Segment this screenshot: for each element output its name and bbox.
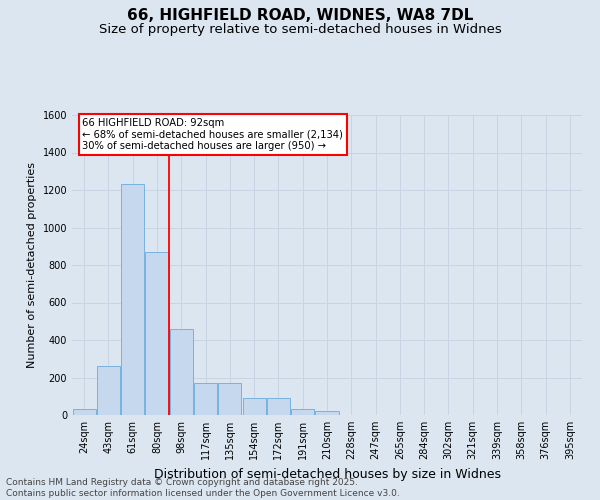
- Text: 66 HIGHFIELD ROAD: 92sqm
← 68% of semi-detached houses are smaller (2,134)
30% o: 66 HIGHFIELD ROAD: 92sqm ← 68% of semi-d…: [82, 118, 343, 151]
- Bar: [97, 366, 120, 415]
- Bar: [121, 184, 144, 415]
- Y-axis label: Number of semi-detached properties: Number of semi-detached properties: [27, 162, 37, 368]
- Bar: [194, 383, 217, 415]
- Bar: [73, 410, 95, 415]
- Bar: [242, 398, 266, 415]
- Bar: [145, 252, 169, 415]
- Text: Contains HM Land Registry data © Crown copyright and database right 2025.
Contai: Contains HM Land Registry data © Crown c…: [6, 478, 400, 498]
- Bar: [291, 410, 314, 415]
- Text: 66, HIGHFIELD ROAD, WIDNES, WA8 7DL: 66, HIGHFIELD ROAD, WIDNES, WA8 7DL: [127, 8, 473, 22]
- Bar: [218, 383, 241, 415]
- Bar: [316, 411, 338, 415]
- Bar: [267, 398, 290, 415]
- X-axis label: Distribution of semi-detached houses by size in Widnes: Distribution of semi-detached houses by …: [154, 468, 500, 480]
- Bar: [170, 329, 193, 415]
- Text: Size of property relative to semi-detached houses in Widnes: Size of property relative to semi-detach…: [98, 22, 502, 36]
